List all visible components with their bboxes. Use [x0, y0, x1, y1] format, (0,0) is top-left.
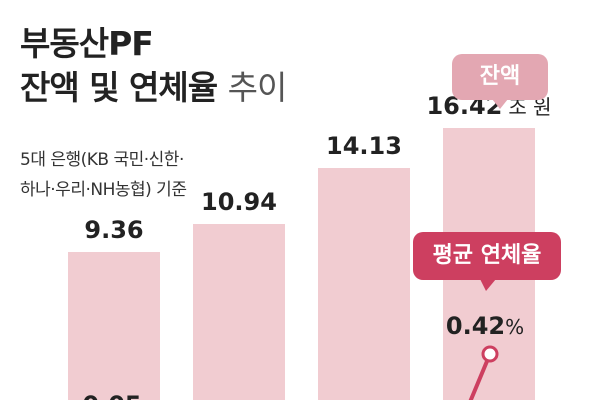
rate-value-label-4: 0.42%: [446, 312, 524, 340]
bar-3: [318, 168, 410, 400]
bar-1: [68, 252, 160, 400]
chart-subtitle: 5대 은행(KB 국민·신한· 하나·우리·NH농협) 기준: [20, 145, 187, 205]
rate-point-4: [481, 345, 499, 363]
bar-value-label-3: 14.13: [326, 132, 402, 160]
balance-badge-pointer: [492, 99, 508, 109]
chart-title: 부동산PF 잔액 및 연체율 추이: [20, 22, 288, 110]
bar-value-label-1: 9.36: [84, 216, 143, 244]
title-line2-bold: 잔액 및 연체율: [20, 68, 218, 107]
rate-badge-pointer: [480, 279, 496, 291]
balance-legend-badge: 잔액: [452, 54, 548, 100]
title-line1: 부동산PF: [20, 24, 154, 63]
title-line2-light: 추이: [227, 68, 288, 107]
bar-value-label-2: 10.94: [201, 188, 277, 216]
rate-legend-badge: 평균 연체율: [413, 232, 561, 280]
bar-2: [193, 224, 285, 400]
rate-line-segment: [468, 353, 492, 400]
rate-value-label-1-partial: 0.05: [82, 391, 141, 400]
subtitle-line2: 하나·우리·NH농협) 기준: [20, 180, 187, 200]
subtitle-line1: 5대 은행(KB 국민·신한·: [20, 150, 184, 170]
